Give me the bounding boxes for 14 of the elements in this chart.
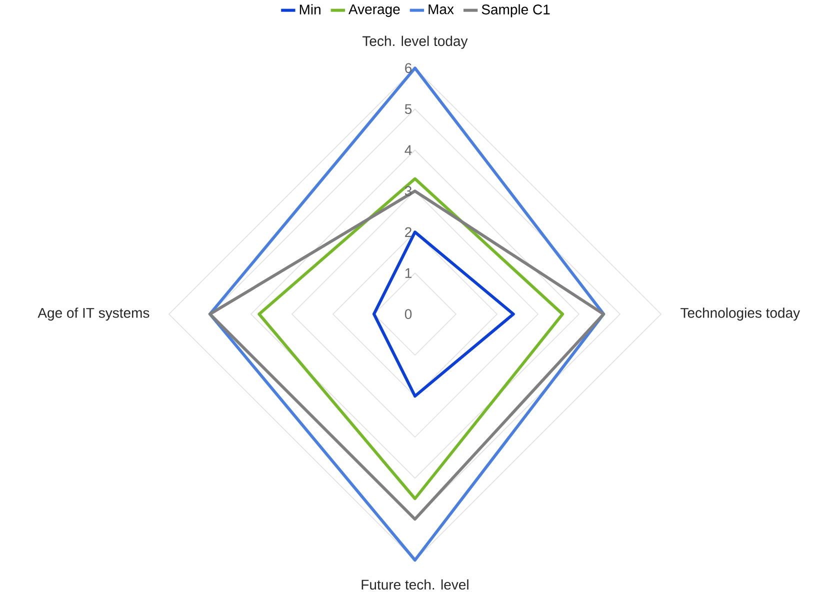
y-tick-label: 4 <box>404 145 412 155</box>
legend-label: Max <box>428 4 454 14</box>
y-tick-label: 6 <box>405 63 412 73</box>
spoke-label: Age of IT systems <box>38 308 150 321</box>
legend-label: Average <box>348 4 400 17</box>
y-tick-label: 5 <box>404 104 412 114</box>
spoke-label: Future tech. level <box>362 579 468 590</box>
y-tick-label: 0 <box>404 309 412 320</box>
legend-label: Min <box>300 4 320 14</box>
legend-label: Sample C1 <box>482 4 550 18</box>
spoke-label: Tech. level today <box>362 36 468 49</box>
y-tick-label: 2 <box>405 227 412 237</box>
y-tick-label: 1 <box>405 268 412 278</box>
spoke-label: Technologies today <box>680 308 800 321</box>
